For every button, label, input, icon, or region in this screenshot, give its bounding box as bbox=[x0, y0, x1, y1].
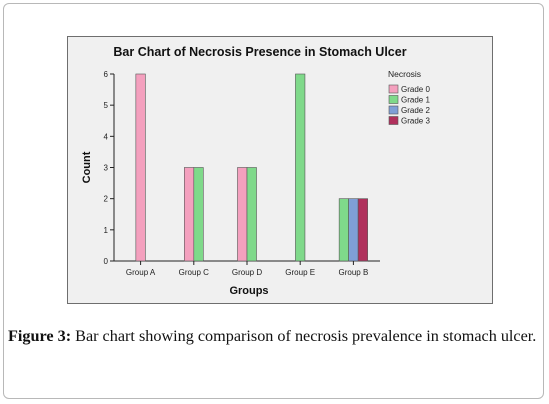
x-axis-label: Groups bbox=[229, 285, 268, 297]
bar-group-d-grade-1 bbox=[246, 167, 257, 262]
x-tick-label-group-e: Group E bbox=[285, 268, 315, 277]
caption-text: Bar chart showing comparison of necrosis… bbox=[75, 327, 537, 345]
x-tick-label-group-d: Group D bbox=[232, 268, 262, 277]
bar-group-a-grade-0 bbox=[135, 73, 146, 262]
chart-frame: Bar Chart of Necrosis Presence in Stomac… bbox=[67, 36, 493, 304]
x-tick-label-group-a: Group A bbox=[126, 268, 156, 277]
bar-group-c-grade-1 bbox=[193, 167, 204, 262]
bar-group-c-grade-0 bbox=[184, 167, 195, 262]
y-axis-label: Count bbox=[81, 151, 93, 183]
legend-swatch-grade-3 bbox=[388, 116, 399, 125]
chart-title: Bar Chart of Necrosis Presence in Stomac… bbox=[113, 45, 406, 59]
y-tick-label-3: 3 bbox=[104, 164, 109, 173]
caption-label: Figure 3: bbox=[8, 327, 72, 345]
y-tick-label-5: 5 bbox=[104, 101, 109, 110]
y-tick-label-2: 2 bbox=[104, 195, 109, 204]
legend-swatch-grade-1 bbox=[388, 95, 399, 104]
legend-swatch-grade-0 bbox=[388, 84, 399, 94]
x-tick-label-group-c: Group C bbox=[179, 268, 209, 277]
bar-group-b-grade-3 bbox=[357, 198, 368, 262]
legend-label-grade-1: Grade 1 bbox=[401, 96, 430, 105]
y-tick-label-4: 4 bbox=[104, 132, 109, 141]
bar-group-d-grade-0 bbox=[237, 167, 248, 262]
legend-swatch-grade-2 bbox=[388, 105, 399, 115]
figure-caption: Figure 3: Bar chart showing comparison o… bbox=[8, 326, 548, 347]
legend-label-grade-0: Grade 0 bbox=[401, 85, 430, 94]
y-tick-label-0: 0 bbox=[104, 257, 109, 266]
y-tick-label-6: 6 bbox=[104, 70, 109, 79]
bar-group-b-grade-1 bbox=[338, 198, 349, 262]
bar-group-e-grade-1 bbox=[295, 73, 306, 262]
legend-label-grade-2: Grade 2 bbox=[401, 106, 430, 115]
x-tick-label-group-b: Group B bbox=[339, 268, 369, 277]
y-tick-label-1: 1 bbox=[104, 226, 109, 235]
figure-card: Bar Chart of Necrosis Presence in Stomac… bbox=[3, 3, 544, 399]
legend-label-grade-3: Grade 3 bbox=[401, 117, 430, 126]
bar-chart: Bar Chart of Necrosis Presence in Stomac… bbox=[81, 45, 430, 297]
legend-title: Necrosis bbox=[388, 69, 421, 79]
bar-group-b-grade-2 bbox=[348, 198, 359, 262]
